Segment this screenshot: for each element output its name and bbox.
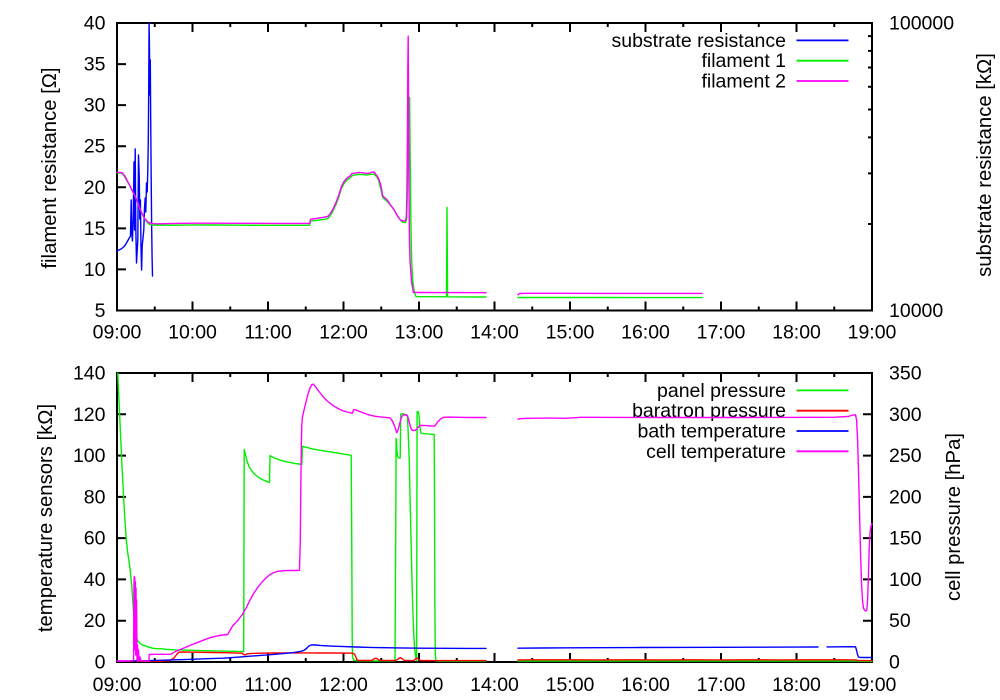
svg-text:100000: 100000	[889, 13, 954, 35]
svg-text:12:00: 12:00	[319, 322, 368, 344]
svg-text:10: 10	[84, 259, 106, 281]
svg-text:16:00: 16:00	[621, 674, 670, 696]
svg-text:60: 60	[84, 528, 106, 550]
svg-text:18:00: 18:00	[772, 322, 821, 344]
svg-text:100: 100	[73, 445, 106, 467]
svg-text:120: 120	[73, 404, 106, 426]
svg-text:350: 350	[889, 363, 922, 385]
svg-text:40: 40	[84, 569, 106, 591]
svg-text:09:00: 09:00	[93, 674, 142, 696]
svg-text:cell temperature: cell temperature	[646, 441, 786, 463]
svg-text:140: 140	[73, 363, 106, 385]
svg-text:19:00: 19:00	[848, 674, 897, 696]
svg-text:100: 100	[889, 569, 922, 591]
svg-text:panel pressure: panel pressure	[657, 380, 786, 402]
svg-text:baratron pressure: baratron pressure	[632, 400, 786, 422]
svg-text:10:00: 10:00	[168, 674, 217, 696]
svg-text:cell pressure [hPa]: cell pressure [hPa]	[943, 433, 965, 601]
svg-text:11:00: 11:00	[244, 674, 292, 696]
svg-text:0: 0	[95, 652, 106, 674]
svg-text:16:00: 16:00	[621, 322, 670, 344]
svg-text:17:00: 17:00	[697, 674, 746, 696]
svg-text:19:00: 19:00	[848, 322, 897, 344]
svg-text:filament 1: filament 1	[701, 50, 786, 72]
svg-text:filament 2: filament 2	[701, 71, 786, 93]
svg-text:40: 40	[84, 13, 106, 35]
svg-text:substrate resistance: substrate resistance	[611, 30, 786, 52]
svg-text:15:00: 15:00	[546, 322, 595, 344]
svg-text:13:00: 13:00	[395, 322, 444, 344]
svg-text:12:00: 12:00	[319, 674, 368, 696]
svg-text:14:00: 14:00	[470, 322, 519, 344]
svg-text:20: 20	[84, 177, 106, 199]
svg-text:10000: 10000	[889, 300, 943, 322]
svg-text:200: 200	[889, 486, 922, 508]
svg-text:13:00: 13:00	[395, 674, 444, 696]
svg-text:09:00: 09:00	[93, 322, 142, 344]
svg-text:0: 0	[889, 652, 900, 674]
svg-text:20: 20	[84, 610, 106, 632]
svg-text:35: 35	[84, 54, 106, 76]
svg-text:150: 150	[889, 528, 922, 550]
svg-text:50: 50	[889, 610, 911, 632]
svg-text:18:00: 18:00	[772, 674, 821, 696]
svg-text:300: 300	[889, 404, 922, 426]
svg-text:substrate resistance [kΩ]: substrate resistance [kΩ]	[974, 53, 996, 277]
svg-text:5: 5	[95, 300, 106, 322]
svg-text:temperature sensors [kΩ]: temperature sensors [kΩ]	[35, 404, 57, 632]
svg-text:10:00: 10:00	[168, 322, 217, 344]
svg-text:15: 15	[84, 218, 106, 240]
svg-text:30: 30	[84, 95, 106, 117]
svg-text:11:00: 11:00	[244, 322, 292, 344]
svg-text:250: 250	[889, 445, 922, 467]
svg-text:14:00: 14:00	[470, 674, 519, 696]
svg-text:80: 80	[84, 486, 106, 508]
svg-text:filament resistance [Ω]: filament resistance [Ω]	[39, 67, 61, 268]
svg-text:bath temperature: bath temperature	[637, 421, 786, 443]
svg-text:17:00: 17:00	[697, 322, 746, 344]
svg-text:15:00: 15:00	[546, 674, 595, 696]
svg-text:25: 25	[84, 136, 106, 158]
